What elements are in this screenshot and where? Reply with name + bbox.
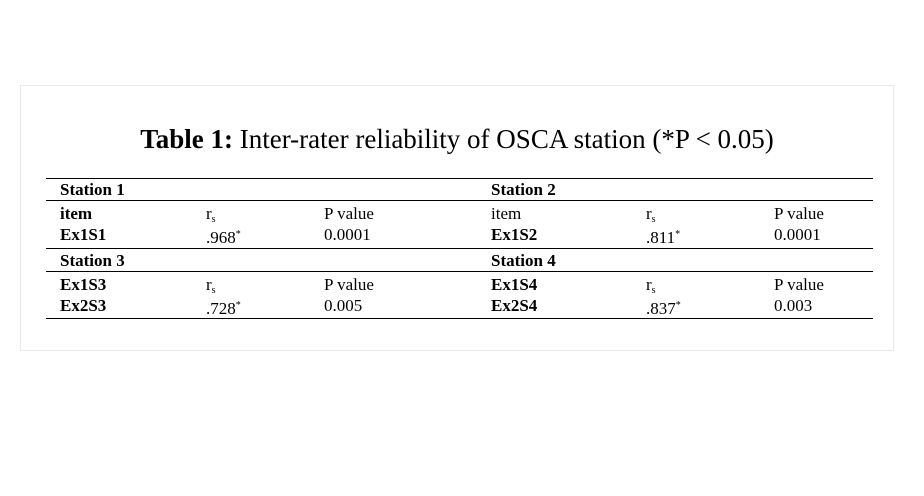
table-row-rs: .811*	[646, 228, 681, 247]
table-row-item: Ex2S4	[491, 296, 538, 315]
column-header-p-value: P value	[324, 275, 374, 294]
block1-title-rule	[46, 200, 873, 201]
table-row-item: Ex1S1	[60, 225, 107, 244]
column-header-rs: rs	[206, 275, 216, 296]
station-1-title: Station 1	[60, 180, 125, 199]
table-row-item: Ex1S3	[60, 275, 107, 294]
table-row-p-value: 0.0001	[324, 225, 371, 244]
table-bottom-rule	[46, 318, 873, 319]
column-header-item: item	[60, 204, 93, 223]
table-row-item: Ex1S4	[491, 275, 538, 294]
station-4-title: Station 4	[491, 251, 556, 270]
document-image: Table 1: Inter-rater reliability of OSCA…	[20, 85, 894, 351]
block-separator-rule	[46, 248, 873, 249]
table-row-p-value: 0.0001	[774, 225, 821, 244]
table-row-item: Ex1S2	[491, 225, 538, 244]
block2-title-rule	[46, 271, 873, 272]
table-row-item: Ex2S3	[60, 296, 107, 315]
caption-label: Table 1:	[140, 124, 233, 154]
table-row-rs: .968*	[206, 228, 241, 247]
table-top-rule	[46, 178, 873, 179]
column-header-p-value: P value	[774, 204, 824, 223]
table-row-rs: .728*	[206, 299, 241, 318]
table-caption: Table 1: Inter-rater reliability of OSCA…	[21, 124, 893, 154]
caption-text: Inter-rater reliability of OSCA station …	[232, 124, 774, 154]
column-header-p-value: P value	[324, 204, 374, 223]
station-2-title: Station 2	[491, 180, 556, 199]
column-header-rs: rs	[646, 204, 656, 225]
column-header-p-value: P value	[774, 275, 824, 294]
table-row-p-value: 0.005	[324, 296, 363, 315]
table-row-rs: .837*	[646, 299, 681, 318]
station-3-title: Station 3	[60, 251, 125, 270]
column-header-item: item	[491, 204, 522, 223]
column-header-rs: rs	[206, 204, 216, 225]
column-header-rs: rs	[646, 275, 656, 296]
table-row-p-value: 0.003	[774, 296, 813, 315]
